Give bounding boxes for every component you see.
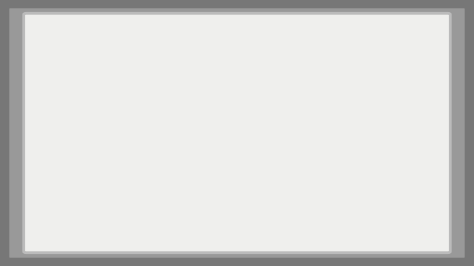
Text: = a · 1: = a · 1 [187, 219, 248, 234]
Text: at y=0: at y=0 [208, 140, 259, 155]
Text: *Horizontal Asymptote: *Horizontal Asymptote [183, 118, 356, 134]
Text: * y-intercept at (0, a): * y-intercept at (0, a) [174, 171, 336, 186]
Text: * Domain : {x ∈ ℝ}: * Domain : {x ∈ ℝ} [212, 65, 362, 80]
Text: Properties of Exponential Functions: Properties of Exponential Functions [103, 37, 387, 52]
Text: y = a·bˣ: y = a·bˣ [100, 63, 173, 81]
Text: Created with Doceri: Created with Doceri [312, 235, 402, 244]
Text: Range ?: Range ? [258, 90, 330, 108]
Text: y = a · b⁰: y = a · b⁰ [187, 198, 258, 213]
